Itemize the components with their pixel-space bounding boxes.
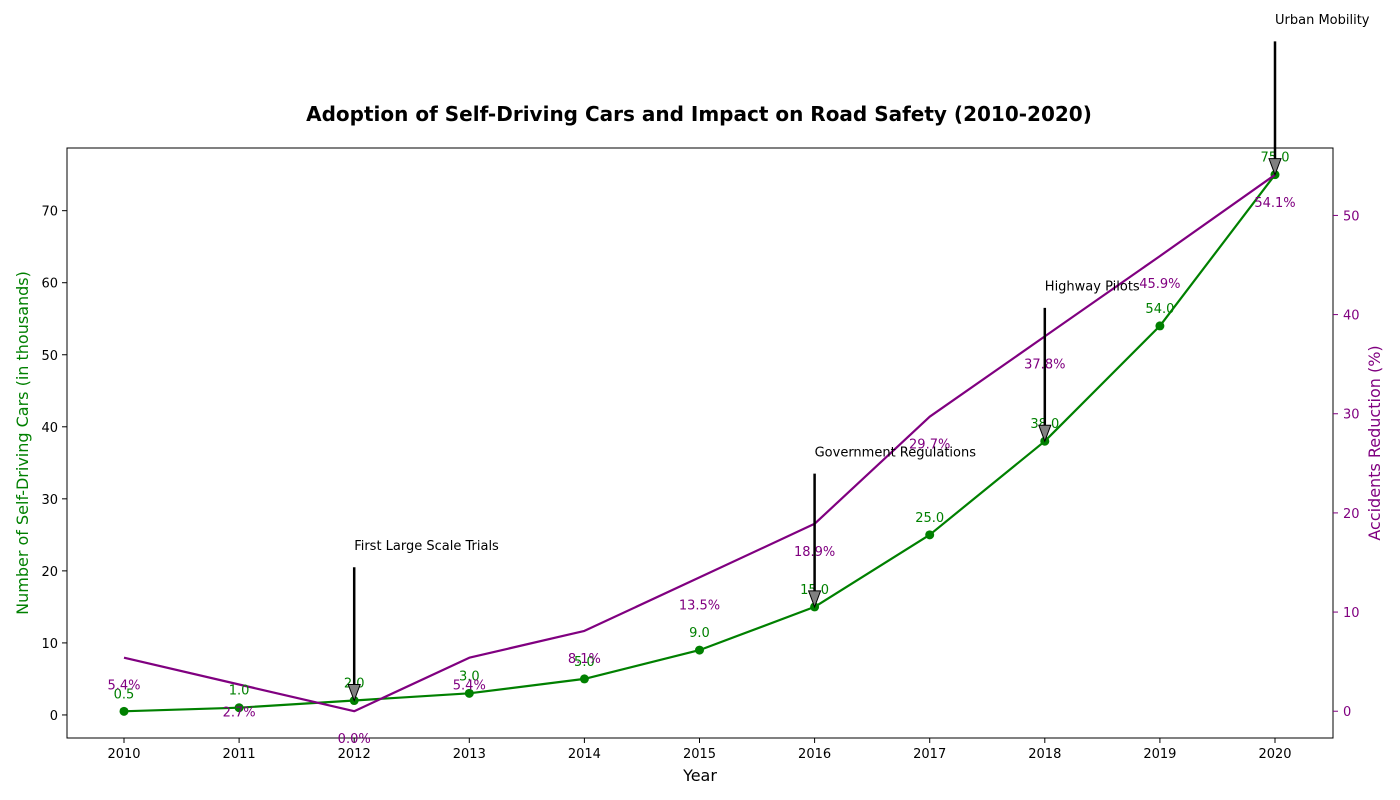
y-axis-left-label: Number of Self-Driving Cars (in thousand… bbox=[13, 271, 32, 615]
series-point-cars bbox=[695, 645, 704, 655]
series-point-cars bbox=[119, 706, 129, 716]
data-label-cars: 0.5 bbox=[114, 687, 135, 702]
x-tick-label: 2015 bbox=[683, 747, 716, 762]
y-right-tick-label: 10 bbox=[1343, 606, 1360, 621]
y-left-tick-label: 0 bbox=[50, 709, 58, 724]
x-tick-label: 2020 bbox=[1258, 747, 1291, 762]
data-label-reduction: 54.1% bbox=[1254, 196, 1295, 211]
annotations: First Large Scale Trials Government Regul… bbox=[347, 13, 1370, 702]
x-tick-label: 2011 bbox=[223, 747, 256, 762]
data-label-cars: 1.0 bbox=[229, 684, 250, 699]
x-axis-label: Year bbox=[682, 766, 717, 785]
series-point-cars bbox=[464, 688, 474, 698]
annotation-label: Highway Pilots bbox=[1045, 280, 1140, 295]
data-label-reduction: 5.4% bbox=[107, 679, 140, 694]
axes-ticks: 2010 2011 2012 2013 2014 2015 2016 2017 2018 2019… bbox=[41, 205, 1359, 762]
series-point-cars bbox=[579, 674, 589, 684]
y-right-tick-label: 20 bbox=[1343, 507, 1360, 522]
x-tick-label: 2013 bbox=[453, 747, 486, 762]
data-label-reduction: 45.9% bbox=[1139, 277, 1180, 292]
annotation-label: Government Regulations bbox=[815, 445, 977, 460]
x-tick-label: 2017 bbox=[913, 747, 946, 762]
y-right-tick-label: 50 bbox=[1343, 209, 1360, 224]
data-label-cars: 3.0 bbox=[459, 669, 480, 684]
series-line-reduction bbox=[123, 173, 1276, 713]
y-right-tick-label: 30 bbox=[1343, 408, 1360, 423]
y-axis-right-label: Accidents Reduction (%) bbox=[1365, 345, 1384, 540]
data-label-reduction: 0.0% bbox=[338, 732, 371, 747]
x-tick-label: 2012 bbox=[338, 747, 371, 762]
data-label-cars: 9.0 bbox=[689, 626, 710, 641]
data-label-cars: 54.0 bbox=[1145, 302, 1174, 317]
y-left-tick-label: 20 bbox=[41, 565, 58, 580]
y-left-tick-label: 70 bbox=[41, 205, 58, 220]
y-left-tick-label: 40 bbox=[41, 421, 58, 436]
data-labels: 0.51.02.03.05.09.015.025.038.054.075.05.… bbox=[107, 151, 1295, 748]
data-label-reduction: 29.7% bbox=[909, 438, 950, 453]
annotation-arrow-head bbox=[1268, 158, 1282, 177]
data-label-reduction: 13.5% bbox=[679, 598, 720, 613]
x-tick-label: 2019 bbox=[1143, 747, 1176, 762]
annotation-arrow-head bbox=[807, 590, 822, 609]
data-label-cars: 25.0 bbox=[915, 511, 944, 526]
data-label-reduction: 2.7% bbox=[223, 705, 256, 720]
x-tick-label: 2010 bbox=[107, 747, 140, 762]
x-tick-label: 2014 bbox=[568, 747, 601, 762]
data-label-reduction: 8.1% bbox=[568, 652, 601, 667]
series-point-cars bbox=[925, 530, 935, 540]
y-right-tick-label: 40 bbox=[1343, 309, 1360, 324]
x-tick-label: 2016 bbox=[798, 747, 831, 762]
y-left-tick-label: 10 bbox=[41, 637, 58, 652]
data-label-cars: 5.0 bbox=[574, 655, 595, 670]
data-label-reduction: 5.4% bbox=[453, 679, 486, 694]
y-right-tick-label: 0 bbox=[1343, 705, 1351, 720]
series-point-cars bbox=[234, 703, 244, 713]
y-left-tick-label: 50 bbox=[41, 349, 58, 364]
x-tick-label: 2018 bbox=[1028, 747, 1061, 762]
annotation-arrow-head bbox=[347, 684, 361, 702]
series-point-cars bbox=[1155, 321, 1165, 331]
series-lines bbox=[119, 170, 1280, 716]
annotation-label: Urban Mobility bbox=[1275, 13, 1370, 28]
annotation-label: First Large Scale Trials bbox=[354, 539, 499, 554]
y-left-tick-label: 60 bbox=[41, 277, 58, 292]
chart-title: Adoption of Self-Driving Cars and Impact… bbox=[306, 102, 1092, 126]
y-left-tick-label: 30 bbox=[41, 493, 58, 508]
annotation-arrow-head bbox=[1038, 424, 1052, 443]
